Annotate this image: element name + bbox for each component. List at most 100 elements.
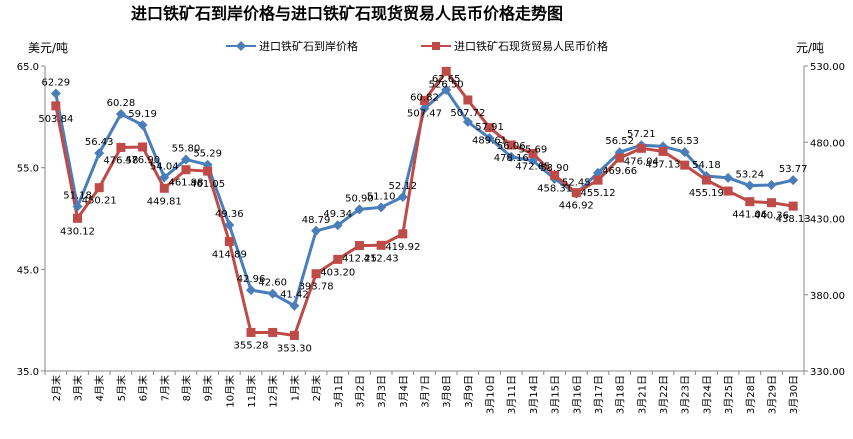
data-label-rmb: 412.43 bbox=[364, 253, 399, 264]
data-label-cif: 54.04 bbox=[150, 161, 179, 172]
data-label-cif: 57.91 bbox=[475, 122, 504, 133]
data-point-rmb bbox=[73, 213, 83, 223]
data-point-rmb bbox=[766, 198, 776, 208]
data-label-rmb: 469.66 bbox=[602, 166, 637, 177]
x-tick-label: 8月末 bbox=[180, 375, 193, 401]
x-tick-label: 3月18日 bbox=[615, 375, 627, 414]
data-label-rmb: 526.50 bbox=[429, 79, 464, 90]
data-label-rmb: 449.81 bbox=[147, 196, 182, 207]
y-right-tick-label: 530.00 bbox=[810, 62, 845, 73]
data-point-cif bbox=[224, 220, 235, 231]
legend-marker-rmb bbox=[432, 42, 440, 50]
data-point-cif bbox=[397, 191, 408, 202]
x-tick-label: 3月29日 bbox=[766, 375, 778, 414]
data-point-rmb bbox=[420, 95, 429, 105]
data-label-cif: 48.79 bbox=[302, 215, 331, 226]
data-point-cif bbox=[180, 154, 191, 165]
data-label-rmb: 461.05 bbox=[190, 179, 225, 190]
data-label-rmb: 412.25 bbox=[342, 254, 377, 265]
data-label-cif: 55.80 bbox=[172, 144, 201, 155]
data-label-cif: 49.36 bbox=[215, 209, 244, 220]
data-point-rmb bbox=[181, 165, 191, 175]
data-label-cif: 62.29 bbox=[42, 78, 71, 89]
data-label-rmb: 472.65 bbox=[515, 161, 550, 172]
data-point-rmb bbox=[528, 148, 538, 158]
legend-item-cif: 进口铁矿石到岸价格 bbox=[226, 39, 358, 53]
data-point-cif bbox=[679, 147, 690, 158]
data-label-cif: 41.42 bbox=[280, 290, 309, 301]
y-left-tick-label: 35.0 bbox=[17, 367, 39, 378]
data-label-cif: 56.52 bbox=[605, 136, 634, 147]
y-right-tick-label: 380.00 bbox=[810, 291, 845, 302]
data-label-cif: 57.21 bbox=[627, 129, 656, 140]
legend-label-rmb: 进口铁矿石现货贸易人民币价格 bbox=[454, 39, 608, 53]
y-left-tick-label: 65.0 bbox=[17, 62, 39, 73]
data-label-rmb: 441.06 bbox=[732, 210, 767, 221]
data-point-rmb bbox=[723, 186, 733, 196]
data-label-cif: 51.18 bbox=[63, 191, 92, 202]
x-tick-label: 4月末 bbox=[93, 375, 106, 401]
data-point-cif bbox=[376, 202, 387, 213]
data-point-rmb bbox=[485, 123, 495, 133]
data-label-cif: 52.45 bbox=[562, 178, 591, 189]
data-point-cif bbox=[354, 204, 365, 215]
data-label-rmb: 355.28 bbox=[234, 340, 269, 351]
data-point-rmb bbox=[745, 197, 755, 207]
data-label-cif: 60.82 bbox=[410, 92, 439, 103]
x-tick-label: 9月末 bbox=[202, 375, 215, 401]
data-label-rmb: 430.12 bbox=[60, 226, 95, 237]
data-label-rmb: 461.98 bbox=[168, 178, 203, 189]
x-tick-label: 1月末 bbox=[288, 375, 301, 401]
data-point-rmb bbox=[398, 229, 408, 239]
data-point-rmb bbox=[51, 101, 61, 111]
y-right-unit: 元/吨 bbox=[796, 41, 824, 55]
data-label-rmb: 446.92 bbox=[559, 201, 594, 212]
data-point-cif bbox=[267, 288, 278, 299]
x-tick-label: 2月末 bbox=[310, 375, 323, 401]
data-point-rmb bbox=[116, 142, 126, 152]
y-left-tick-label: 55.0 bbox=[17, 164, 39, 175]
x-tick-label: 3月9日 bbox=[463, 375, 475, 408]
data-point-cif bbox=[441, 84, 452, 95]
data-label-cif: 55.69 bbox=[519, 145, 548, 156]
data-point-cif bbox=[766, 179, 777, 190]
data-label-cif: 59.19 bbox=[128, 109, 157, 120]
data-point-cif bbox=[723, 172, 734, 183]
data-point-cif bbox=[332, 220, 343, 231]
y-left-tick-label: 45.0 bbox=[17, 265, 39, 276]
y-left-unit: 美元/吨 bbox=[28, 41, 68, 55]
data-label-cif: 49.34 bbox=[323, 209, 352, 220]
data-point-rmb bbox=[788, 201, 798, 211]
data-label-rmb: 438.13 bbox=[776, 214, 811, 225]
data-point-cif bbox=[246, 285, 257, 296]
data-point-rmb bbox=[268, 327, 278, 337]
data-point-rmb bbox=[354, 241, 364, 251]
data-point-rmb bbox=[636, 143, 646, 153]
data-point-rmb bbox=[463, 95, 473, 105]
data-point-rmb bbox=[593, 175, 603, 185]
data-label-cif: 42.60 bbox=[258, 278, 287, 289]
data-point-cif bbox=[311, 225, 322, 236]
x-tick-label: 11月末 bbox=[245, 375, 258, 408]
data-point-rmb bbox=[658, 146, 668, 156]
data-label-rmb: 450.21 bbox=[82, 196, 117, 207]
legend-marker-cif bbox=[236, 41, 246, 51]
data-point-rmb bbox=[138, 142, 148, 152]
data-point-rmb bbox=[376, 240, 386, 250]
data-label-rmb: 457.13 bbox=[646, 159, 681, 170]
data-point-cif bbox=[744, 180, 755, 191]
x-tick-label: 3月7日 bbox=[420, 375, 432, 408]
x-tick-label: 3月2日 bbox=[354, 375, 366, 408]
data-label-cif: 62.65 bbox=[432, 74, 461, 85]
data-point-rmb bbox=[224, 237, 234, 247]
y-right-tick-label: 430.00 bbox=[810, 215, 845, 226]
data-label-rmb: 476.58 bbox=[103, 155, 138, 166]
data-label-cif: 56.43 bbox=[85, 137, 114, 148]
data-point-rmb bbox=[159, 183, 169, 193]
data-label-cif: 60.28 bbox=[107, 98, 136, 109]
legend: 进口铁矿石到岸价格 进口铁矿石现货贸易人民币价格 bbox=[226, 39, 608, 53]
data-point-rmb bbox=[311, 269, 321, 279]
data-label-rmb: 458.31 bbox=[537, 183, 572, 194]
